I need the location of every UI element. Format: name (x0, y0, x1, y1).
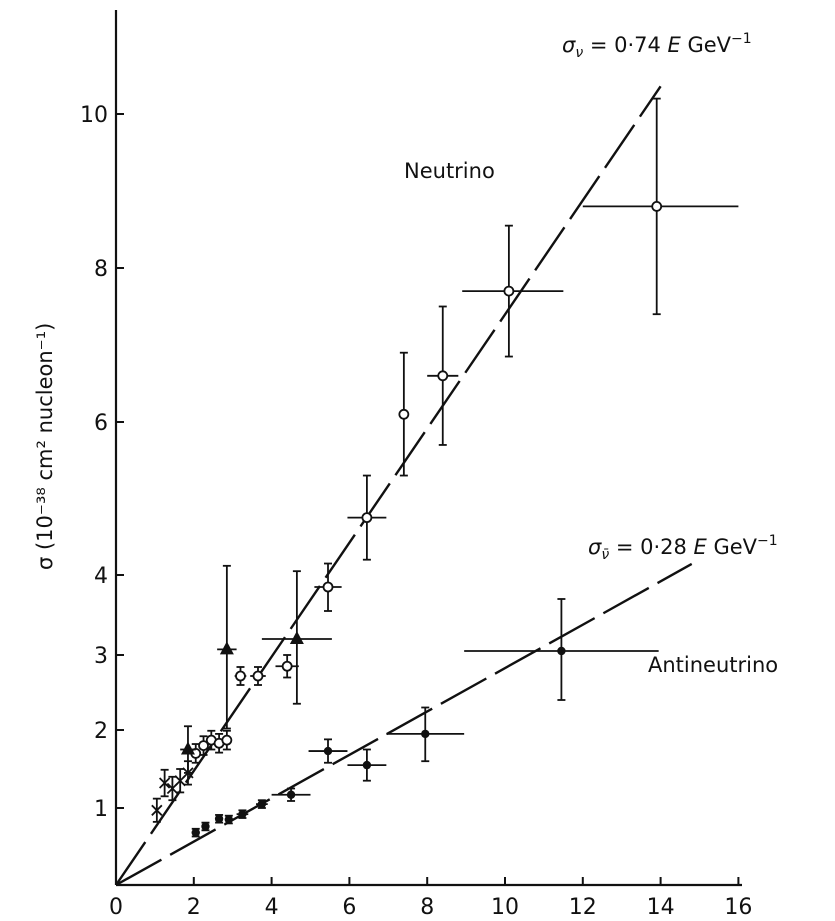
filled-circle-marker (238, 809, 247, 819)
data-point (386, 706, 465, 763)
y-tick-label: 10 (80, 103, 108, 128)
data-point (261, 570, 332, 705)
x-tick-label: 0 (109, 895, 123, 920)
x-tick-label: 14 (647, 895, 675, 920)
data-point (217, 564, 237, 730)
filled-circle-marker (191, 828, 200, 837)
data-points (151, 97, 739, 838)
series-neutrino-filled-triangle (180, 564, 332, 774)
x-tick-label: 16 (724, 895, 752, 920)
x-tick-label: 2 (187, 895, 201, 920)
y-tick-label: 2 (94, 719, 108, 744)
open-circle-marker (361, 512, 373, 524)
open-circle-marker (503, 285, 515, 297)
data-point (221, 729, 233, 751)
filled-circle-marker (201, 822, 210, 831)
open-circle-marker (235, 670, 246, 682)
data-point (224, 814, 234, 825)
series-antineutrino-filled-circle (191, 598, 659, 838)
data-point (236, 809, 249, 819)
data-point (158, 768, 171, 798)
open-circle-marker (437, 370, 449, 382)
y-axis-label: σ (10⁻³⁸ cm² nucleon⁻¹) (33, 323, 57, 570)
data-point (275, 654, 299, 679)
x-tick-label: 8 (420, 895, 434, 920)
filled-circle-marker (557, 646, 566, 656)
data-point (314, 562, 342, 612)
x-tick-label: 12 (569, 895, 597, 920)
open-circle-marker (651, 200, 663, 212)
y-tick-label: 3 (94, 644, 108, 669)
data-point (201, 821, 210, 832)
filled-circle-marker (362, 760, 372, 770)
data-point (182, 760, 194, 786)
open-circle-marker (221, 734, 233, 746)
data-point (234, 666, 247, 686)
open-circle-marker (198, 740, 209, 751)
fit-line-neutrino (115, 85, 662, 886)
triangle-marker (289, 631, 304, 644)
series-neutrino-cross (151, 760, 194, 823)
data-point (198, 735, 209, 756)
x-tick-label: 4 (265, 895, 279, 920)
data-point (347, 748, 387, 782)
data-point (256, 799, 268, 809)
data-point (462, 224, 564, 358)
fit-lines (115, 85, 693, 887)
data-point (398, 351, 410, 477)
y-tick-label: 1 (94, 797, 108, 822)
data-point (174, 768, 186, 794)
data-point (214, 814, 224, 824)
cross-marker (151, 804, 163, 816)
data-point (213, 733, 225, 754)
filled-circle-marker (257, 799, 267, 809)
data-point (427, 305, 459, 446)
series-neutrino-open-circle (190, 97, 739, 764)
open-circle-marker (252, 670, 264, 682)
data-point (308, 738, 348, 764)
x-tick-label: 10 (491, 895, 519, 920)
y-tick-label: 6 (94, 411, 108, 436)
data-point (271, 787, 311, 802)
fit-equation-antineutrino: σν̄ = 0·28 E GeV−1 (588, 533, 778, 563)
y-tick-label: 8 (94, 257, 108, 282)
data-point (464, 598, 659, 701)
triangle-marker (219, 641, 234, 655)
y-tick-label: 4 (94, 564, 108, 589)
data-point (191, 827, 200, 838)
antineutrino-label: Antineutrino (648, 653, 778, 677)
open-circle-marker (398, 408, 410, 420)
fit-equation-neutrino: σν = 0·74 E GeV−1 (562, 31, 752, 61)
filled-circle-marker (286, 790, 296, 799)
data-point (151, 797, 163, 823)
fit-line-antineutrino (115, 562, 693, 887)
filled-circle-marker (421, 729, 430, 739)
data-point (582, 97, 739, 316)
cross-marker (158, 777, 171, 789)
x-tick-label: 6 (342, 895, 356, 920)
filled-circle-marker (214, 814, 224, 823)
data-point (347, 474, 387, 561)
triangle-marker (180, 741, 195, 755)
data-point (250, 666, 266, 686)
open-circle-marker (322, 581, 334, 593)
filled-circle-marker (224, 815, 234, 824)
neutrino-label: Neutrino (404, 159, 495, 183)
filled-circle-marker (323, 746, 333, 756)
cross-marker (182, 767, 194, 779)
open-circle-marker (281, 660, 293, 672)
